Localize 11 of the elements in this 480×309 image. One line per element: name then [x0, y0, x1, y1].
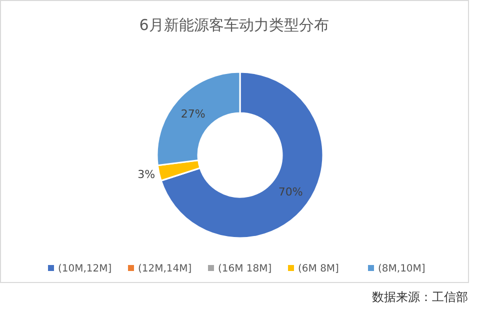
donut-slice: [160, 71, 324, 239]
legend-label: (10M,12M]: [58, 264, 112, 274]
data-label: 3%: [138, 168, 156, 181]
data-label: 70%: [278, 186, 303, 199]
source-note: 数据来源：工信部: [372, 290, 468, 304]
legend-label: (12M,14M]: [138, 264, 192, 274]
legend-label: (16M 18M]: [218, 264, 272, 274]
legend-label: (6M 8M]: [298, 264, 340, 274]
legend-label: (8M,10M]: [378, 264, 426, 274]
chart-title: 6月新能源客车动力类型分布: [139, 16, 329, 34]
data-label: 27%: [180, 108, 206, 121]
